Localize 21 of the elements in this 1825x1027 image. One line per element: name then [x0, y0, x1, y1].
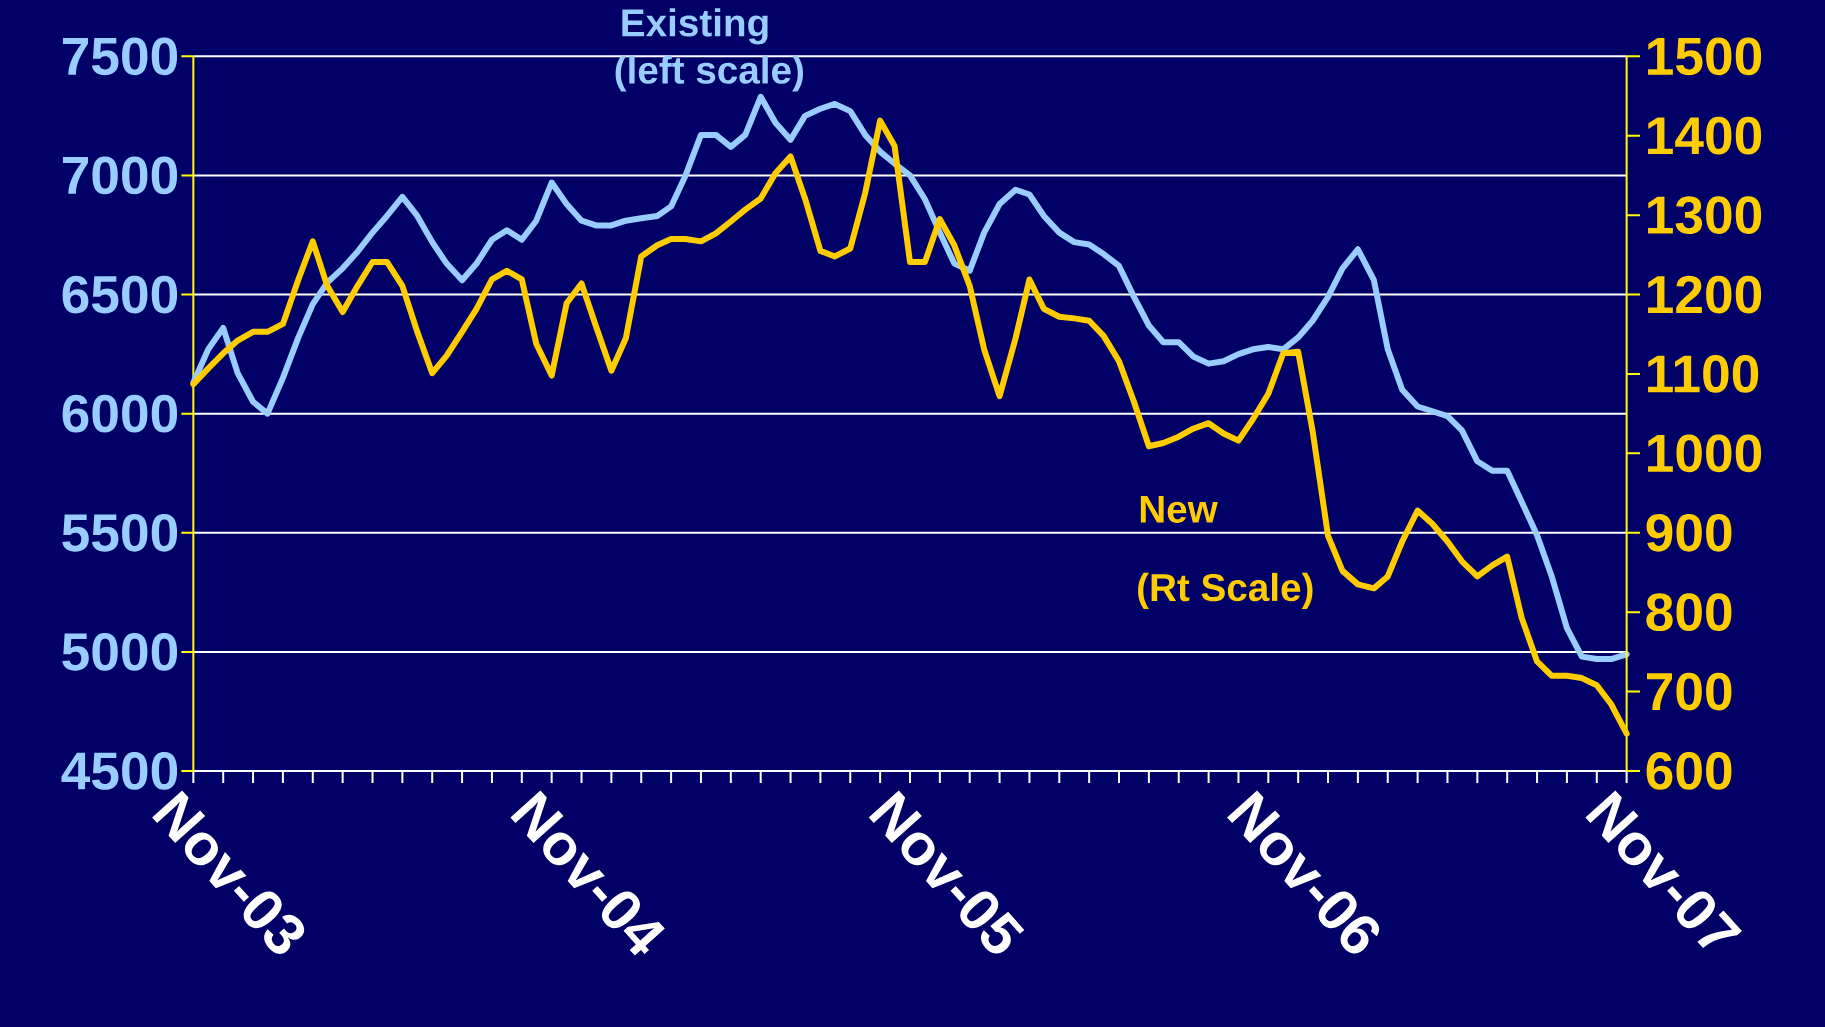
y2-tick-label: 700 — [1646, 672, 1732, 711]
y2-tick-label: 1100 — [1648, 355, 1759, 393]
y2-tick-label: 900 — [1646, 513, 1732, 552]
y-tick-label: 5500 — [62, 513, 178, 552]
y-tick-label: 6000 — [62, 394, 178, 433]
y-tick-label: 4500 — [61, 752, 178, 790]
annotation: (Rt Scale) — [1138, 572, 1313, 609]
y2-tick-label: 1400 — [1648, 116, 1762, 155]
annotation: (left scale) — [615, 55, 803, 92]
y-tick-label: 7500 — [62, 37, 178, 76]
y2-tick-label: 1500 — [1648, 37, 1762, 76]
y2-tick-label: 800 — [1646, 593, 1732, 632]
series-label: New — [1140, 495, 1218, 523]
y2-tick-label: 600 — [1646, 752, 1732, 790]
y2-tick-label: 1000 — [1648, 434, 1762, 473]
y-tick-label: 7000 — [62, 156, 178, 195]
y-tick-label: 6500 — [62, 275, 178, 314]
y2-tick-label: 1200 — [1648, 275, 1762, 314]
y-tick-label: 5000 — [62, 632, 178, 671]
y2-tick-label: 1300 — [1648, 196, 1762, 235]
series-label: Existing — [622, 8, 768, 45]
